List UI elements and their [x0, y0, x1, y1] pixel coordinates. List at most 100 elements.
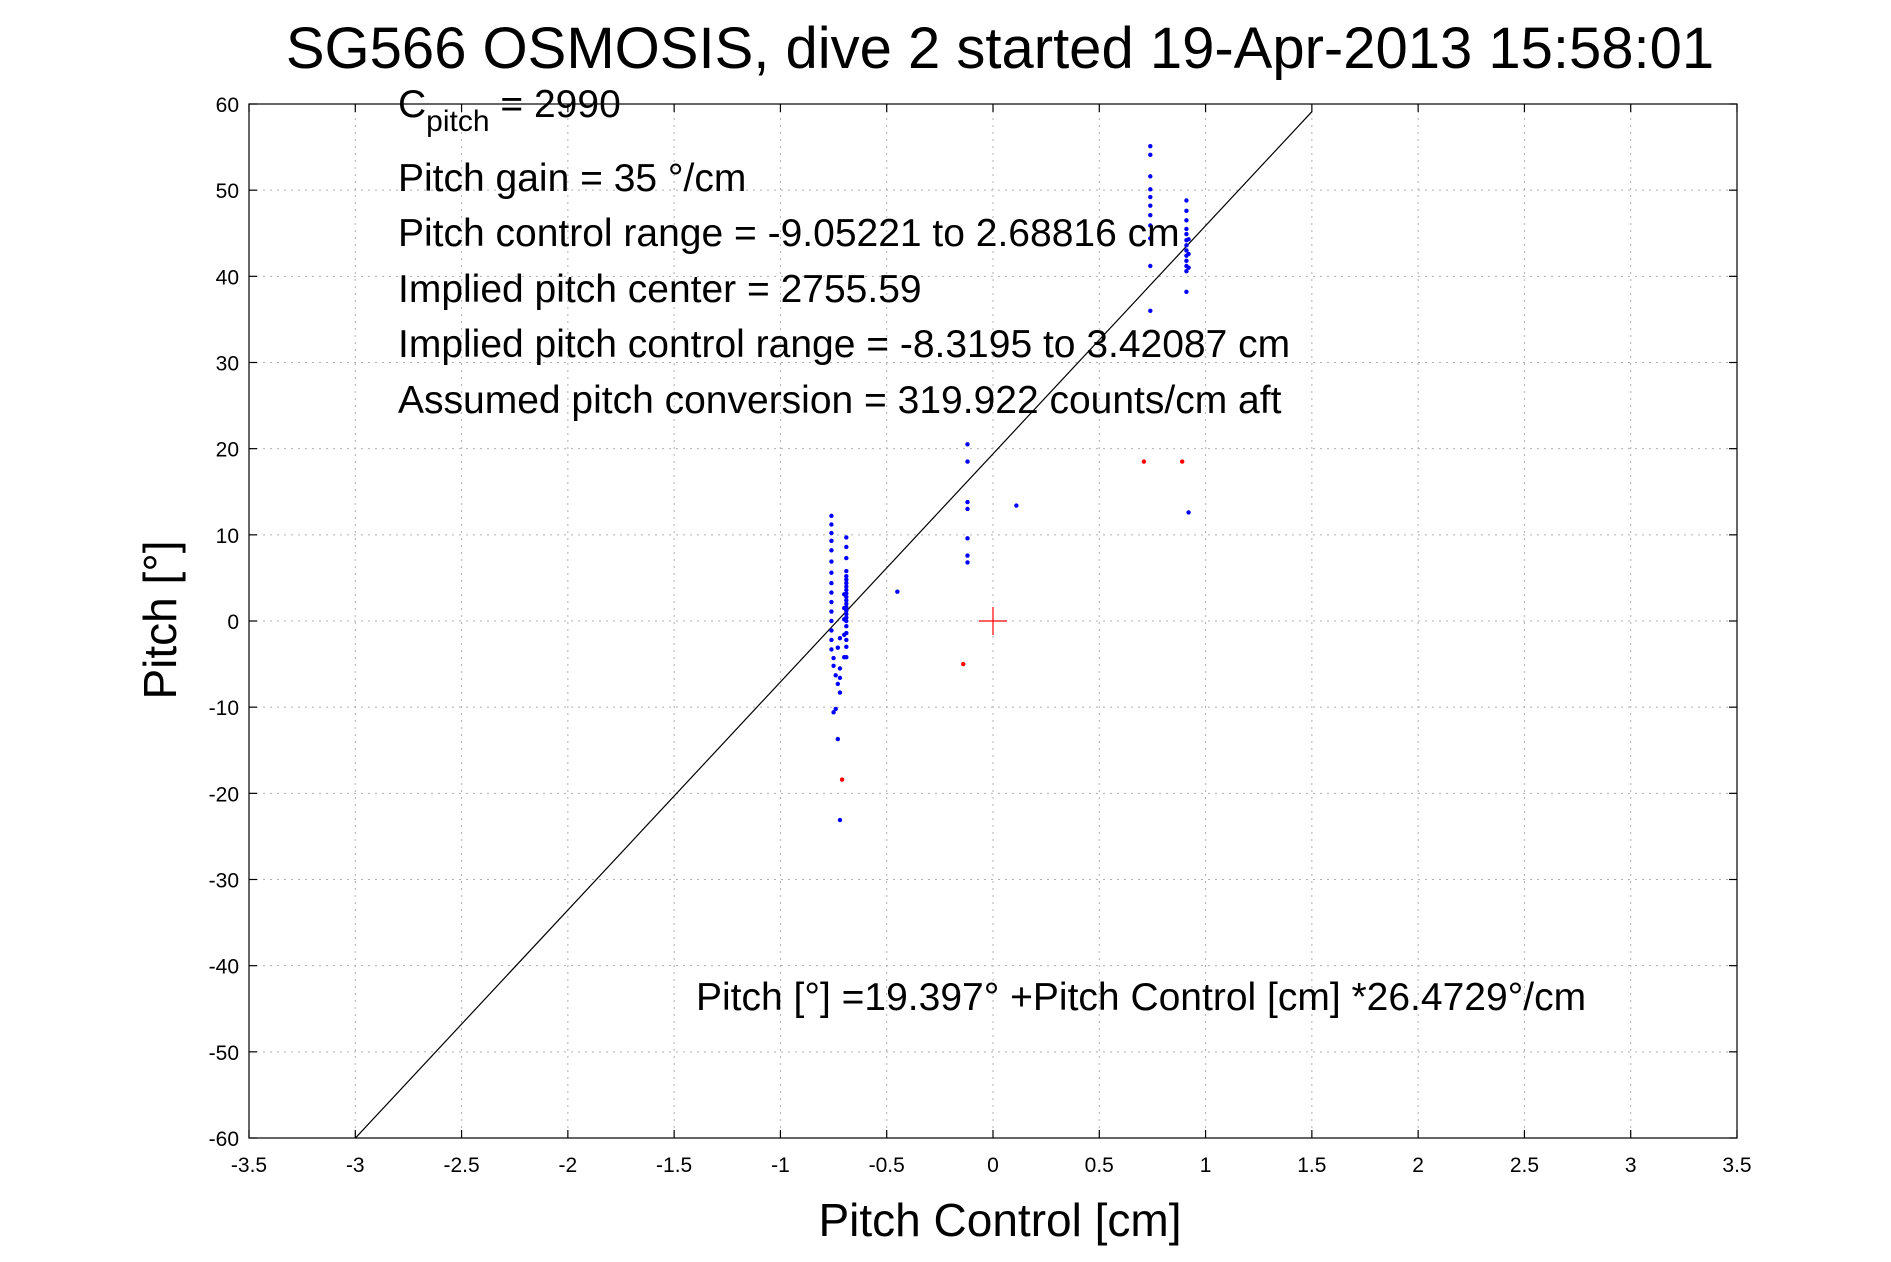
good-data-point: [1148, 212, 1153, 218]
good-data-point: [844, 544, 849, 550]
good-data-point: [844, 577, 849, 582]
good-data-point: [829, 609, 834, 614]
control-range-annotation: Pitch control range = -9.05221 to 2.6881…: [398, 212, 1180, 255]
good-data-point: [829, 559, 834, 564]
y-tick-label: 30: [216, 353, 239, 376]
x-tick-label: 0.5: [1085, 1154, 1114, 1177]
good-data-point: [844, 535, 849, 540]
implied-range-annotation: Implied pitch control range = -8.3195 to…: [398, 323, 1290, 366]
good-data-point: [965, 506, 970, 512]
good-data-point: [1184, 226, 1189, 232]
x-tick-label: 3: [1625, 1154, 1637, 1177]
good-data-point: [829, 590, 834, 595]
good-data-point: [895, 589, 900, 594]
y-tick-label: 40: [216, 266, 239, 289]
good-data-point: [1186, 510, 1191, 515]
good-data-point: [844, 584, 849, 589]
good-data-point: [1148, 236, 1153, 241]
good-data-point: [1184, 231, 1189, 237]
x-tick-label: 1.5: [1297, 1154, 1326, 1177]
plot-frame: [248, 103, 1738, 1139]
good-data-point: [829, 599, 834, 605]
y-tick-label: 60: [216, 94, 239, 117]
good-data-point: [844, 573, 849, 579]
good-data-point: [965, 442, 970, 447]
outlier-data-point: [1141, 459, 1147, 464]
conversion-annotation: Assumed pitch conversion = 319.922 count…: [398, 379, 1282, 422]
good-data-point: [829, 580, 834, 586]
c-pitch-main: C: [398, 83, 426, 126]
x-tick-label: 2.5: [1510, 1154, 1539, 1177]
good-data-point: [1184, 218, 1189, 223]
data-points: [829, 144, 1191, 823]
x-tick-label: -2.5: [443, 1154, 479, 1177]
good-data-point: [829, 628, 834, 633]
good-data-point: [829, 647, 834, 652]
y-tick-label: -10: [209, 697, 239, 720]
outlier-data-point: [839, 777, 845, 782]
good-data-point: [844, 601, 849, 606]
outlier-data-point: [961, 661, 966, 667]
good-data-point: [1184, 289, 1189, 295]
good-data-point: [831, 663, 836, 669]
c-pitch-annotation: Cpitch = 2990: [398, 83, 621, 138]
good-data-point: [844, 623, 849, 629]
pitch-gain-annotation: Pitch gain = 35 °/cm: [398, 157, 746, 200]
y-tick-labels: -60 -50 -40 -30 -20 -10 0 10 20 30 40 50 60: [209, 94, 239, 1151]
good-data-point: [842, 617, 847, 622]
x-tick-label: 3.5: [1722, 1154, 1751, 1177]
good-data-point: [1148, 174, 1153, 179]
good-data-point: [837, 675, 843, 681]
y-tick-label: -60: [209, 1128, 239, 1151]
good-data-point: [829, 618, 834, 624]
x-axis-label: Pitch Control [cm]: [819, 1194, 1182, 1246]
good-data-point: [1014, 503, 1019, 508]
good-data-point: [831, 710, 836, 715]
good-data-point: [831, 655, 836, 661]
good-data-point: [829, 548, 834, 553]
fit-equation-annotation: Pitch [°] =19.397° +Pitch Control [cm] *…: [696, 976, 1586, 1019]
c-pitch-value: = 2990: [490, 83, 621, 126]
y-tick-label: 20: [216, 439, 239, 462]
good-data-point: [1184, 268, 1189, 274]
fit-line: [354, 111, 1313, 1139]
good-data-point: [844, 637, 849, 643]
y-tick-label: -40: [209, 956, 239, 979]
good-data-point: [833, 673, 838, 678]
good-data-point: [829, 538, 834, 544]
good-data-point: [844, 611, 849, 617]
good-data-point: [842, 605, 847, 611]
outlier-data-point: [1179, 459, 1185, 464]
good-data-point: [1148, 144, 1153, 149]
good-data-point: [844, 598, 849, 603]
good-data-point: [965, 536, 970, 541]
good-data-point: [835, 681, 841, 687]
good-data-point: [844, 587, 849, 593]
good-data-point: [965, 553, 970, 558]
x-tick-label: -3.5: [231, 1154, 267, 1177]
good-data-point: [1148, 308, 1153, 313]
x-tick-label: -0.5: [869, 1154, 905, 1177]
good-data-point: [835, 736, 841, 742]
good-data-point: [829, 530, 834, 536]
good-data-point: [1148, 187, 1153, 192]
good-data-point: [1184, 243, 1189, 248]
x-tick-label: -1: [771, 1154, 790, 1177]
good-data-point: [965, 499, 970, 505]
chart-title: SG566 OSMOSIS, dive 2 started 19-Apr-201…: [286, 16, 1714, 81]
good-data-point: [842, 654, 847, 660]
center-marker: [979, 607, 1007, 635]
good-data-point: [842, 632, 847, 637]
good-data-point: [1148, 194, 1153, 200]
implied-center-annotation: Implied pitch center = 2755.59: [398, 268, 922, 311]
good-data-point: [1184, 208, 1189, 214]
y-tick-label: 0: [227, 611, 239, 634]
good-data-point: [837, 666, 843, 671]
good-data-point: [829, 513, 834, 519]
good-data-point: [844, 555, 849, 561]
good-data-point: [837, 690, 843, 695]
good-data-point: [844, 568, 849, 574]
good-data-point: [835, 645, 841, 650]
